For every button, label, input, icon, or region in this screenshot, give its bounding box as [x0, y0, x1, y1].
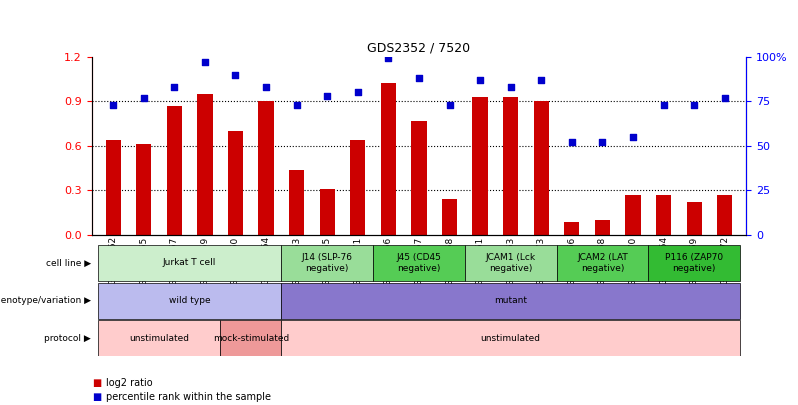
Point: [229, 71, 242, 78]
Point: [535, 77, 547, 83]
Bar: [626, 195, 641, 235]
Text: genotype/variation ▶: genotype/variation ▶: [0, 296, 91, 305]
Text: percentile rank within the sample: percentile rank within the sample: [106, 392, 271, 402]
Text: J45 (CD45
negative): J45 (CD45 negative): [397, 253, 441, 273]
Point: [566, 139, 579, 145]
Text: ■: ■: [92, 392, 101, 402]
Text: mock-stimulated: mock-stimulated: [212, 334, 289, 343]
Bar: [98, 283, 282, 319]
Point: [259, 84, 272, 90]
Point: [321, 93, 334, 99]
Point: [658, 102, 670, 108]
Point: [688, 102, 701, 108]
Bar: [442, 199, 457, 235]
Bar: [534, 101, 549, 235]
Bar: [464, 245, 556, 281]
Point: [107, 102, 120, 108]
Bar: [136, 144, 152, 235]
Text: mutant: mutant: [494, 296, 527, 305]
Text: cell line ▶: cell line ▶: [46, 258, 91, 268]
Text: Jurkat T cell: Jurkat T cell: [163, 258, 216, 267]
Bar: [319, 189, 335, 235]
Bar: [595, 220, 610, 235]
Text: protocol ▶: protocol ▶: [45, 334, 91, 343]
Bar: [472, 97, 488, 235]
Bar: [167, 106, 182, 235]
Bar: [105, 140, 120, 235]
Point: [382, 55, 395, 62]
Bar: [686, 202, 701, 235]
Text: P116 (ZAP70
negative): P116 (ZAP70 negative): [665, 253, 723, 273]
Text: unstimulated: unstimulated: [129, 334, 189, 343]
Bar: [648, 245, 740, 281]
Text: J14 (SLP-76
negative): J14 (SLP-76 negative): [302, 253, 353, 273]
Bar: [556, 245, 648, 281]
Point: [199, 59, 211, 65]
Text: JCAM1 (Lck
negative): JCAM1 (Lck negative): [486, 253, 535, 273]
Bar: [282, 283, 740, 319]
Bar: [228, 131, 243, 235]
Text: log2 ratio: log2 ratio: [106, 378, 152, 388]
Bar: [259, 101, 274, 235]
Bar: [373, 245, 464, 281]
Title: GDS2352 / 7520: GDS2352 / 7520: [367, 41, 471, 54]
Point: [351, 89, 364, 96]
Bar: [656, 195, 671, 235]
Point: [290, 102, 303, 108]
Bar: [411, 121, 427, 235]
Point: [596, 139, 609, 145]
Point: [168, 84, 180, 90]
Bar: [289, 170, 304, 235]
Point: [718, 94, 731, 101]
Text: JCAM2 (LAT
negative): JCAM2 (LAT negative): [577, 253, 628, 273]
Bar: [564, 222, 579, 235]
Point: [504, 84, 517, 90]
Bar: [503, 97, 519, 235]
Bar: [381, 83, 396, 235]
Bar: [197, 94, 212, 235]
Bar: [98, 320, 220, 356]
Text: ■: ■: [92, 378, 101, 388]
Bar: [350, 140, 365, 235]
Bar: [282, 245, 373, 281]
Point: [443, 102, 456, 108]
Point: [137, 94, 150, 101]
Bar: [220, 320, 282, 356]
Text: wild type: wild type: [169, 296, 211, 305]
Point: [474, 77, 487, 83]
Text: unstimulated: unstimulated: [480, 334, 541, 343]
Bar: [98, 245, 282, 281]
Point: [413, 75, 425, 81]
Bar: [717, 195, 733, 235]
Bar: [282, 320, 740, 356]
Point: [626, 134, 639, 140]
